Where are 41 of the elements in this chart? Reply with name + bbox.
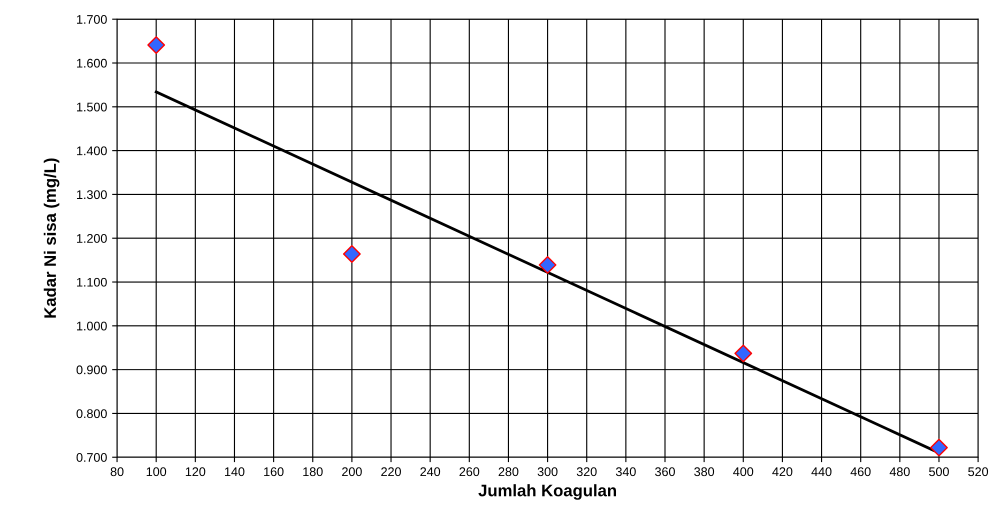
- y-tick-label: 1.000: [77, 322, 107, 330]
- x-tick-label: 200: [342, 467, 362, 476]
- y-tick-label: 1.400: [77, 146, 107, 156]
- x-tick-label: 100: [146, 467, 166, 476]
- x-tick-label: 380: [694, 467, 714, 476]
- x-tick-label: 220: [381, 467, 401, 476]
- point: [342, 245, 361, 263]
- x-tick-label: 440: [811, 467, 832, 476]
- x-tick-label: 460: [850, 467, 871, 476]
- point: [734, 344, 752, 362]
- point: [930, 438, 948, 457]
- point: [538, 256, 556, 274]
- y-axis-title: Kadar Ni sisa (mg/L): [44, 158, 60, 318]
- x-tick-label: 340: [616, 467, 636, 476]
- x-tick-label: 500: [929, 467, 949, 476]
- x-tick-label: 420: [772, 467, 792, 476]
- x-tick-label: 160: [264, 467, 284, 476]
- x-tick-label: 400: [733, 467, 754, 476]
- x-tick-label: 180: [303, 467, 323, 476]
- y-tick-label: 0.800: [76, 409, 107, 418]
- x-tick-label: 140: [225, 467, 244, 476]
- y-tick-label: 1.600: [77, 58, 107, 68]
- point: [147, 36, 166, 54]
- x-tick-label: 520: [968, 467, 988, 476]
- x-tick-label: 120: [186, 467, 206, 476]
- x-tick-label: 80: [110, 467, 124, 476]
- y-tick-label: 1.500: [77, 102, 107, 112]
- x-tick-label: 260: [460, 467, 480, 476]
- x-tick-label: 360: [655, 467, 675, 476]
- x-tick-label: 320: [576, 467, 597, 476]
- y-tick-label: 0.900: [76, 365, 107, 374]
- y-tick-label: 1.100: [77, 278, 107, 287]
- y-tick-label: 0.700: [76, 453, 107, 462]
- x-tick-label: 280: [498, 467, 518, 476]
- x-axis-title: Jumlah Koagulan: [478, 484, 616, 500]
- y-tick-label: 1.700: [77, 15, 107, 24]
- x-tick-label: 240: [420, 467, 440, 476]
- y-tick-label: 1.200: [77, 234, 107, 243]
- x-tick-label: 300: [538, 467, 558, 476]
- x-tick-label: 480: [890, 467, 910, 476]
- y-tick-label: 1.300: [77, 190, 107, 200]
